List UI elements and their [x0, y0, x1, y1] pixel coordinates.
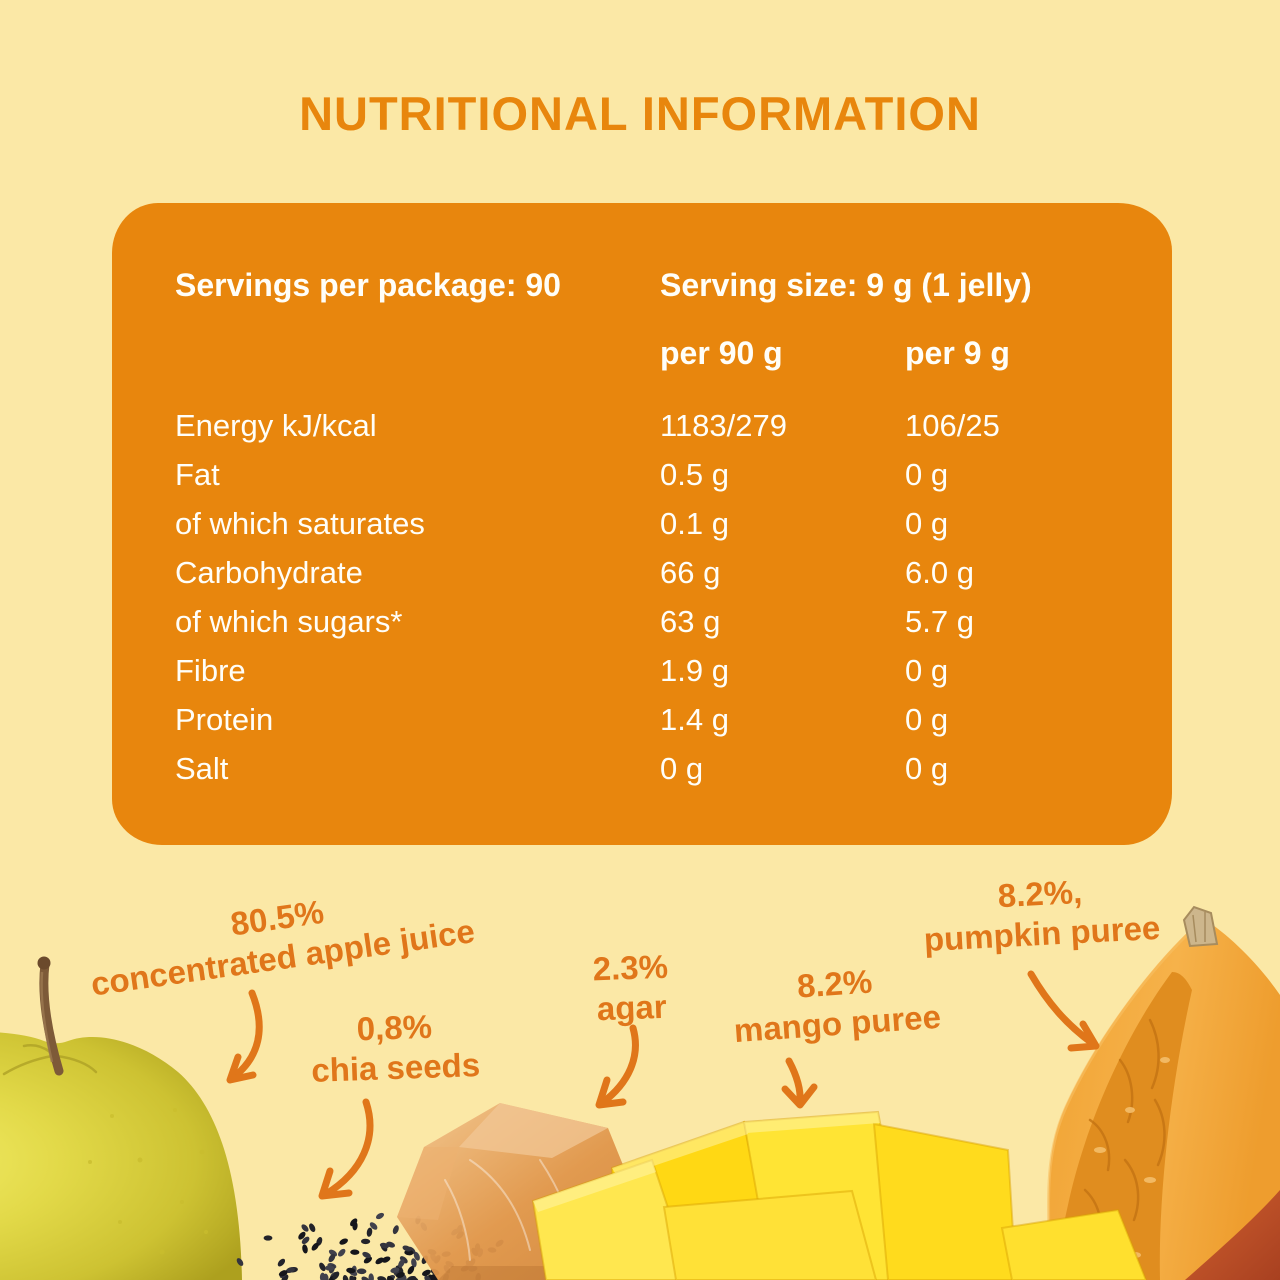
nutrient-label: Carbohydrate — [175, 554, 363, 590]
nutrient-value-per-9g: 0 g — [905, 505, 949, 541]
table-row: Fat 0.5 g 0 g — [175, 450, 1136, 499]
nutrient-value-per-9g: 6.0 g — [905, 554, 974, 590]
nutrient-value-per-9g: 5.7 g — [905, 603, 974, 639]
table-column-headers: per 90 g per 9 g — [175, 333, 1136, 373]
nutrient-label: Fat — [175, 456, 220, 492]
apple-image — [0, 956, 242, 1280]
nutrient-value-per-9g: 0 g — [905, 750, 949, 786]
apple-stem — [39, 959, 64, 1076]
column-per-90g: per 90 g — [660, 335, 783, 371]
table-row: of which sugars* 63 g 5.7 g — [175, 597, 1136, 646]
nutrient-value-per-90g: 0.5 g — [660, 456, 729, 492]
nutrient-label: Salt — [175, 750, 229, 786]
nutrient-label: of which saturates — [175, 505, 425, 541]
arrow-pumpkin-puree-icon — [1027, 970, 1100, 1052]
table-row: Energy kJ/kcal 1183/279 106/25 — [175, 401, 1136, 450]
fruit-scene — [0, 905, 1280, 1280]
nutrient-value-per-9g: 106/25 — [905, 407, 1000, 443]
nutrient-value-per-90g: 66 g — [660, 554, 721, 590]
nutrient-value-per-90g: 1.4 g — [660, 701, 729, 737]
nutrient-value-per-9g: 0 g — [905, 456, 949, 492]
pumpkin-stem — [1182, 905, 1219, 948]
nutrient-value-per-90g: 1.9 g — [660, 652, 729, 688]
table-row: Protein 1.4 g 0 g — [175, 695, 1136, 744]
table-row: Salt 0 g 0 g — [175, 744, 1136, 793]
nutrient-label: of which sugars* — [175, 603, 403, 639]
nutrition-table: Servings per package: 90 Serving size: 9… — [112, 203, 1172, 845]
arrow-chia-seeds-icon — [318, 1098, 374, 1200]
nutrient-value-per-90g: 63 g — [660, 603, 721, 639]
nutrient-label: Energy kJ/kcal — [175, 407, 377, 443]
table-header-servings: Servings per package: 90 Serving size: 9… — [175, 265, 1136, 305]
nutrient-label: Fibre — [175, 652, 246, 688]
nutrient-value-per-9g: 0 g — [905, 652, 949, 688]
table-row: of which saturates 0.1 g 0 g — [175, 499, 1136, 548]
column-per-9g: per 9 g — [905, 335, 1010, 371]
arrow-mango-puree-icon — [781, 1057, 818, 1109]
arrow-agar-icon — [595, 1024, 639, 1109]
nutrient-label: Protein — [175, 701, 274, 737]
nutrition-panel: Servings per package: 90 Serving size: 9… — [112, 203, 1172, 845]
table-row: Carbohydrate 66 g 6.0 g — [175, 548, 1136, 597]
arrow-apple-juice-icon — [226, 989, 263, 1084]
nutrient-value-per-90g: 0 g — [660, 750, 704, 786]
mango-image — [531, 1110, 1148, 1280]
column-spacer — [175, 333, 660, 373]
nutrient-value-per-90g: 0.1 g — [660, 505, 729, 541]
page-title: NUTRITIONAL INFORMATION — [299, 87, 981, 140]
table-row: Fibre 1.9 g 0 g — [175, 646, 1136, 695]
servings-per-package: Servings per package: 90 — [175, 267, 561, 303]
nutrient-value-per-9g: 0 g — [905, 701, 949, 737]
serving-size: Serving size: 9 g (1 jelly) — [660, 267, 1032, 303]
nutrient-value-per-90g: 1183/279 — [660, 407, 787, 443]
